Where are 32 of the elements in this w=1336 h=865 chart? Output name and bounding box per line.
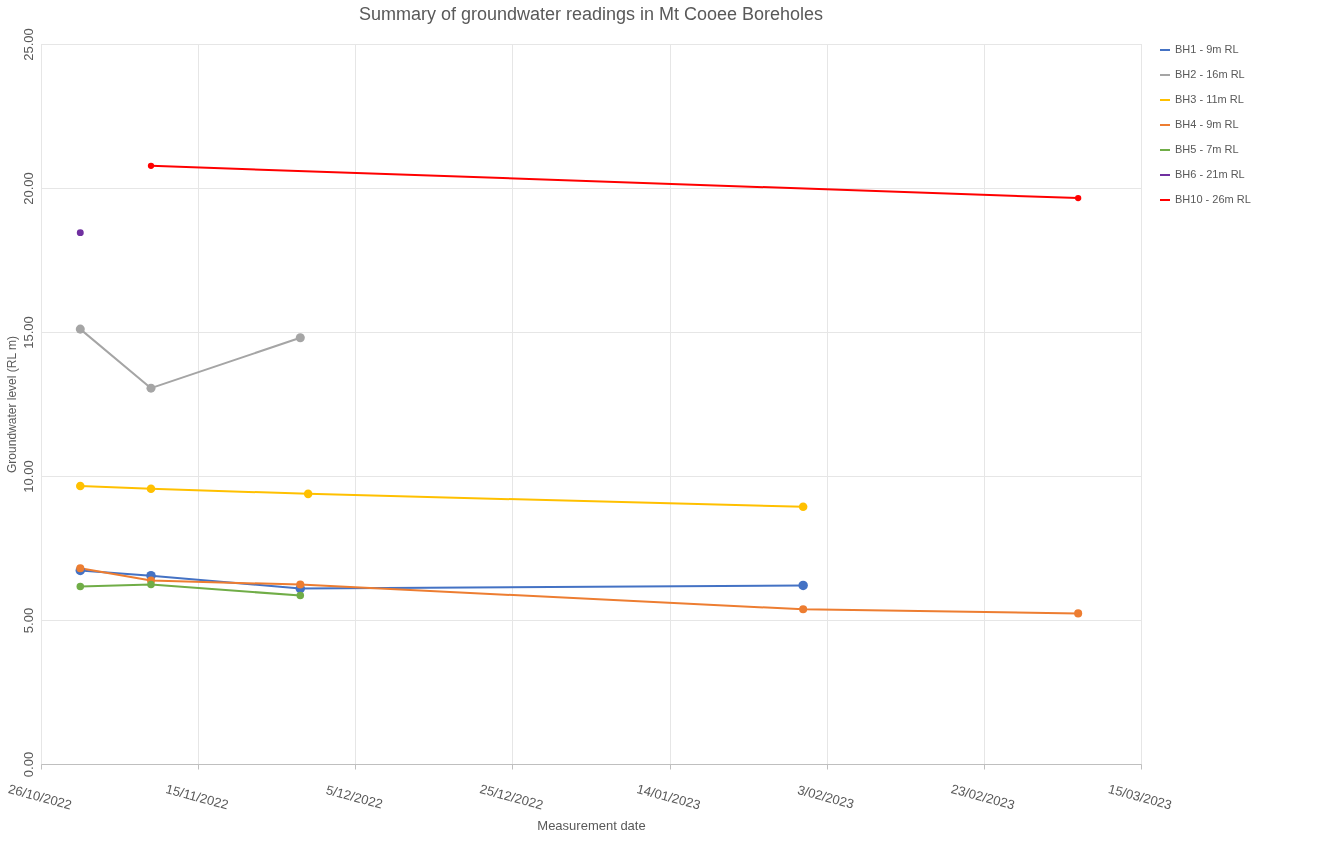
y-tick-label: 20.00 xyxy=(20,172,36,205)
x-axis-title: Measurement date xyxy=(537,818,646,834)
y-tick-label: 25.00 xyxy=(20,28,36,61)
legend-label: BH10 - 26m RL xyxy=(1175,193,1251,205)
point xyxy=(76,481,85,491)
legend-label: BH5 - 7m RL xyxy=(1175,143,1239,155)
point xyxy=(295,333,305,343)
point xyxy=(798,580,808,591)
legend-label: BH3 - 11m RL xyxy=(1175,93,1244,105)
point xyxy=(146,484,156,493)
point xyxy=(798,502,808,512)
point xyxy=(799,605,808,614)
y-tick-label: 10.00 xyxy=(20,460,36,493)
point xyxy=(75,324,85,334)
legend-label: BH1 - 9m RL xyxy=(1175,43,1239,55)
y-axis-title: Groundwater level (RL m) xyxy=(4,336,19,473)
y-tick-label: 5.00 xyxy=(20,607,36,634)
y-tick-label: 0.00 xyxy=(20,751,36,778)
point xyxy=(147,162,155,169)
point xyxy=(296,580,305,589)
y-tick-label: 15.00 xyxy=(20,316,36,349)
point xyxy=(296,591,305,600)
point xyxy=(1074,609,1083,618)
point xyxy=(1074,194,1082,202)
legend-label: BH6 - 21m RL xyxy=(1175,168,1245,180)
chart-title: Summary of groundwater readings in Mt Cooee Boreholes xyxy=(358,3,824,24)
point xyxy=(303,489,313,499)
legend-label: BH2 - 16m RL xyxy=(1175,68,1245,80)
point xyxy=(146,383,156,393)
point xyxy=(147,580,155,589)
point xyxy=(76,582,85,591)
legend-label: BH4 - 9m RL xyxy=(1175,118,1239,130)
